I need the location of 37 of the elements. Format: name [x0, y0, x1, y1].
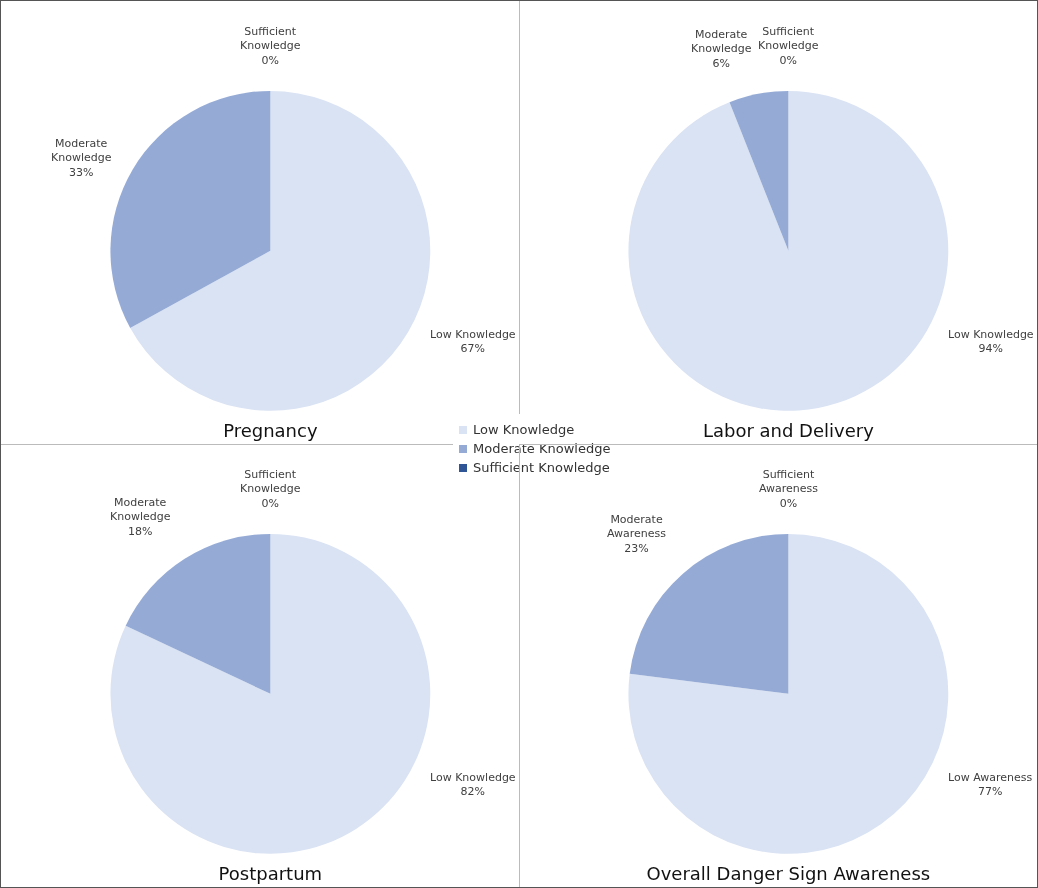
slice-label: Moderate Awareness: [607, 513, 667, 541]
slice-label: Low Awareness: [948, 771, 1033, 784]
data-label: 23%: [624, 541, 649, 555]
pie-slice: [110, 90, 271, 328]
text: Postpartum: [218, 863, 323, 885]
text: Overall Danger Sign Awareness: [646, 863, 931, 885]
text: Labor and Delivery: [702, 420, 875, 442]
legend-label: Sufficient Knowledge: [473, 460, 610, 475]
legend-label: Moderate Knowledge: [473, 441, 611, 456]
pie-slice: [130, 90, 431, 411]
text: Pregnancy: [223, 420, 318, 442]
data-label: 6%: [712, 56, 730, 70]
category-label: Sufficient Knowledge: [758, 25, 819, 53]
category-label: Sufficient Knowledge: [240, 25, 301, 53]
slice-label: Low Knowledge: [430, 328, 516, 341]
text: 0%: [779, 496, 798, 510]
text: 0%: [261, 496, 279, 510]
data-label: 33%: [69, 165, 94, 179]
slice-label: Low Knowledge: [430, 771, 516, 784]
text: 0%: [779, 53, 797, 67]
category-label: Sufficient Awareness: [759, 468, 819, 496]
data-label: 77%: [977, 785, 1003, 799]
slice-label: Moderate Knowledge: [691, 28, 752, 56]
pie-slice: [110, 533, 431, 854]
slice-label: Moderate Knowledge: [51, 137, 112, 165]
slice-label: Moderate Knowledge: [110, 496, 171, 524]
pie-slice: [125, 533, 271, 694]
category-label: Sufficient Knowledge: [240, 468, 301, 496]
pie-slice: [729, 90, 789, 251]
legend-label: Low Knowledge: [473, 422, 575, 437]
data-label: 67%: [460, 342, 486, 356]
slice-label: Low Knowledge: [948, 328, 1034, 341]
text: 0%: [261, 53, 279, 67]
data-label: 18%: [128, 524, 153, 538]
data-label: 82%: [460, 785, 486, 799]
pie-slice: [628, 90, 949, 411]
data-label: 94%: [978, 342, 1004, 356]
